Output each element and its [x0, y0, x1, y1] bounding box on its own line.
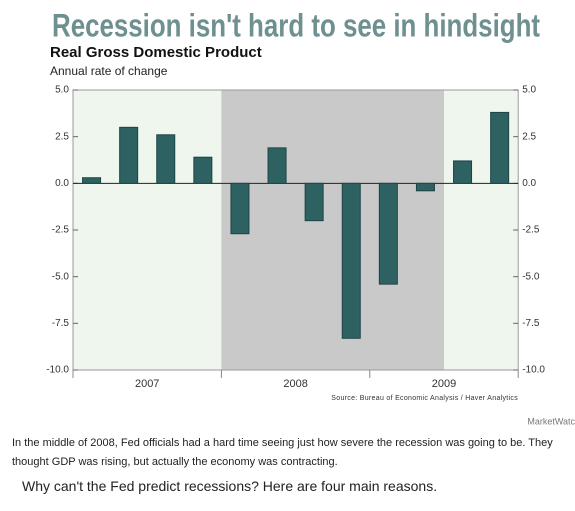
- y-tick-label: 2.5: [55, 131, 69, 142]
- bar: [490, 111, 510, 184]
- bar: [304, 182, 324, 222]
- y2-tick-label: -5.0: [522, 271, 540, 282]
- teaser: Why can't the Fed predict recessions? He…: [22, 478, 438, 494]
- y2-tick-label: 2.5: [522, 131, 536, 142]
- y-tick-label: -2.5: [52, 225, 70, 236]
- bar: [341, 182, 361, 339]
- bar: [156, 134, 176, 184]
- x-tick-label: 2008: [283, 378, 307, 390]
- x-tick-label: 2009: [432, 378, 456, 390]
- y2-tick-label: -2.5: [522, 225, 540, 236]
- x-tick-label: 2007: [135, 378, 159, 390]
- y-tick-label: -5.0: [52, 271, 70, 282]
- chart-title: Real Gross Domestic Product: [50, 44, 262, 61]
- y2-tick-label: 0.0: [522, 178, 536, 189]
- credit: MarketWatc: [527, 416, 575, 426]
- bar: [453, 160, 473, 184]
- y2-tick-label: -10.0: [522, 365, 545, 376]
- plot: 5.0 5.0 2.5 2.5 0.0 0.0 -2.5 -2.5 -5.0 -5.0 -7.5 -7…: [46, 85, 545, 390]
- headline: Recession isn't hard to see in hindsight: [52, 7, 540, 43]
- y2-tick-label: -7.5: [522, 318, 540, 329]
- bar: [193, 156, 213, 184]
- y-tick-label: 0.0: [55, 178, 69, 189]
- bar: [415, 182, 435, 192]
- y-tick-label: -10.0: [46, 365, 69, 376]
- y-tick-label: 5.0: [55, 85, 69, 96]
- recession-shade: [221, 90, 444, 370]
- bar: [119, 126, 139, 184]
- y2-tick-label: 5.0: [522, 85, 536, 96]
- source: Source: Bureau of Economic Analysis / Ha…: [331, 395, 518, 402]
- bar: [230, 182, 250, 235]
- chart-subtitle: Annual rate of change: [50, 64, 168, 78]
- bar: [378, 182, 398, 285]
- bar: [82, 177, 102, 184]
- caption: In the middle of 2008, Fed officials had…: [12, 437, 553, 468]
- bar: [267, 147, 287, 184]
- y-tick-label: -7.5: [52, 318, 70, 329]
